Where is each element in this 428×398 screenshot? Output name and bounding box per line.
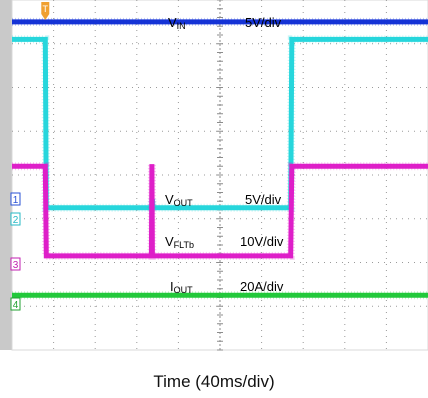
label-fltb: VFLTb — [165, 234, 194, 250]
x-axis-label: Time (40ms/div) — [153, 372, 275, 391]
scale-out: 20A/div — [240, 279, 284, 294]
label-out: IOUT — [170, 279, 193, 295]
trace-noise-fltb — [12, 162, 428, 260]
plot-background — [0, 0, 428, 360]
trigger-flag — [41, 2, 50, 20]
scale-fltb: 10V/div — [240, 234, 284, 249]
trace-labels: VIN 5V/div VOUT 5V/div VFLTb 10V/div IOUT 20A/d… — [165, 15, 284, 295]
channel-markers: 1 2 3 4 — [10, 192, 21, 311]
trigger-marker: T — [41, 2, 50, 20]
scale-out: 5V/div — [245, 192, 282, 207]
label-out: VOUT — [165, 192, 193, 208]
label-in: VIN — [168, 15, 186, 31]
trace-fltb — [12, 163, 428, 259]
left-gutter — [0, 0, 12, 350]
traces — [12, 17, 428, 300]
channel-marker-box-2 — [10, 212, 21, 226]
scale-in: 5V/div — [245, 15, 282, 30]
channel-marker-3: 3 — [13, 260, 19, 271]
grid — [12, 0, 428, 351]
channel-marker-4: 4 — [13, 300, 19, 311]
channel-marker-1: 1 — [13, 195, 19, 206]
channel-marker-box-1 — [10, 192, 21, 206]
oscilloscope-plot: VIN 5V/div VOUT 5V/div VFLTb 10V/div IOUT 20A/d… — [0, 0, 428, 360]
channel-marker-box-3 — [10, 257, 21, 271]
channel-marker-box-4 — [10, 297, 21, 311]
channel-marker-2: 2 — [13, 215, 19, 226]
trigger-label: T — [43, 4, 49, 14]
